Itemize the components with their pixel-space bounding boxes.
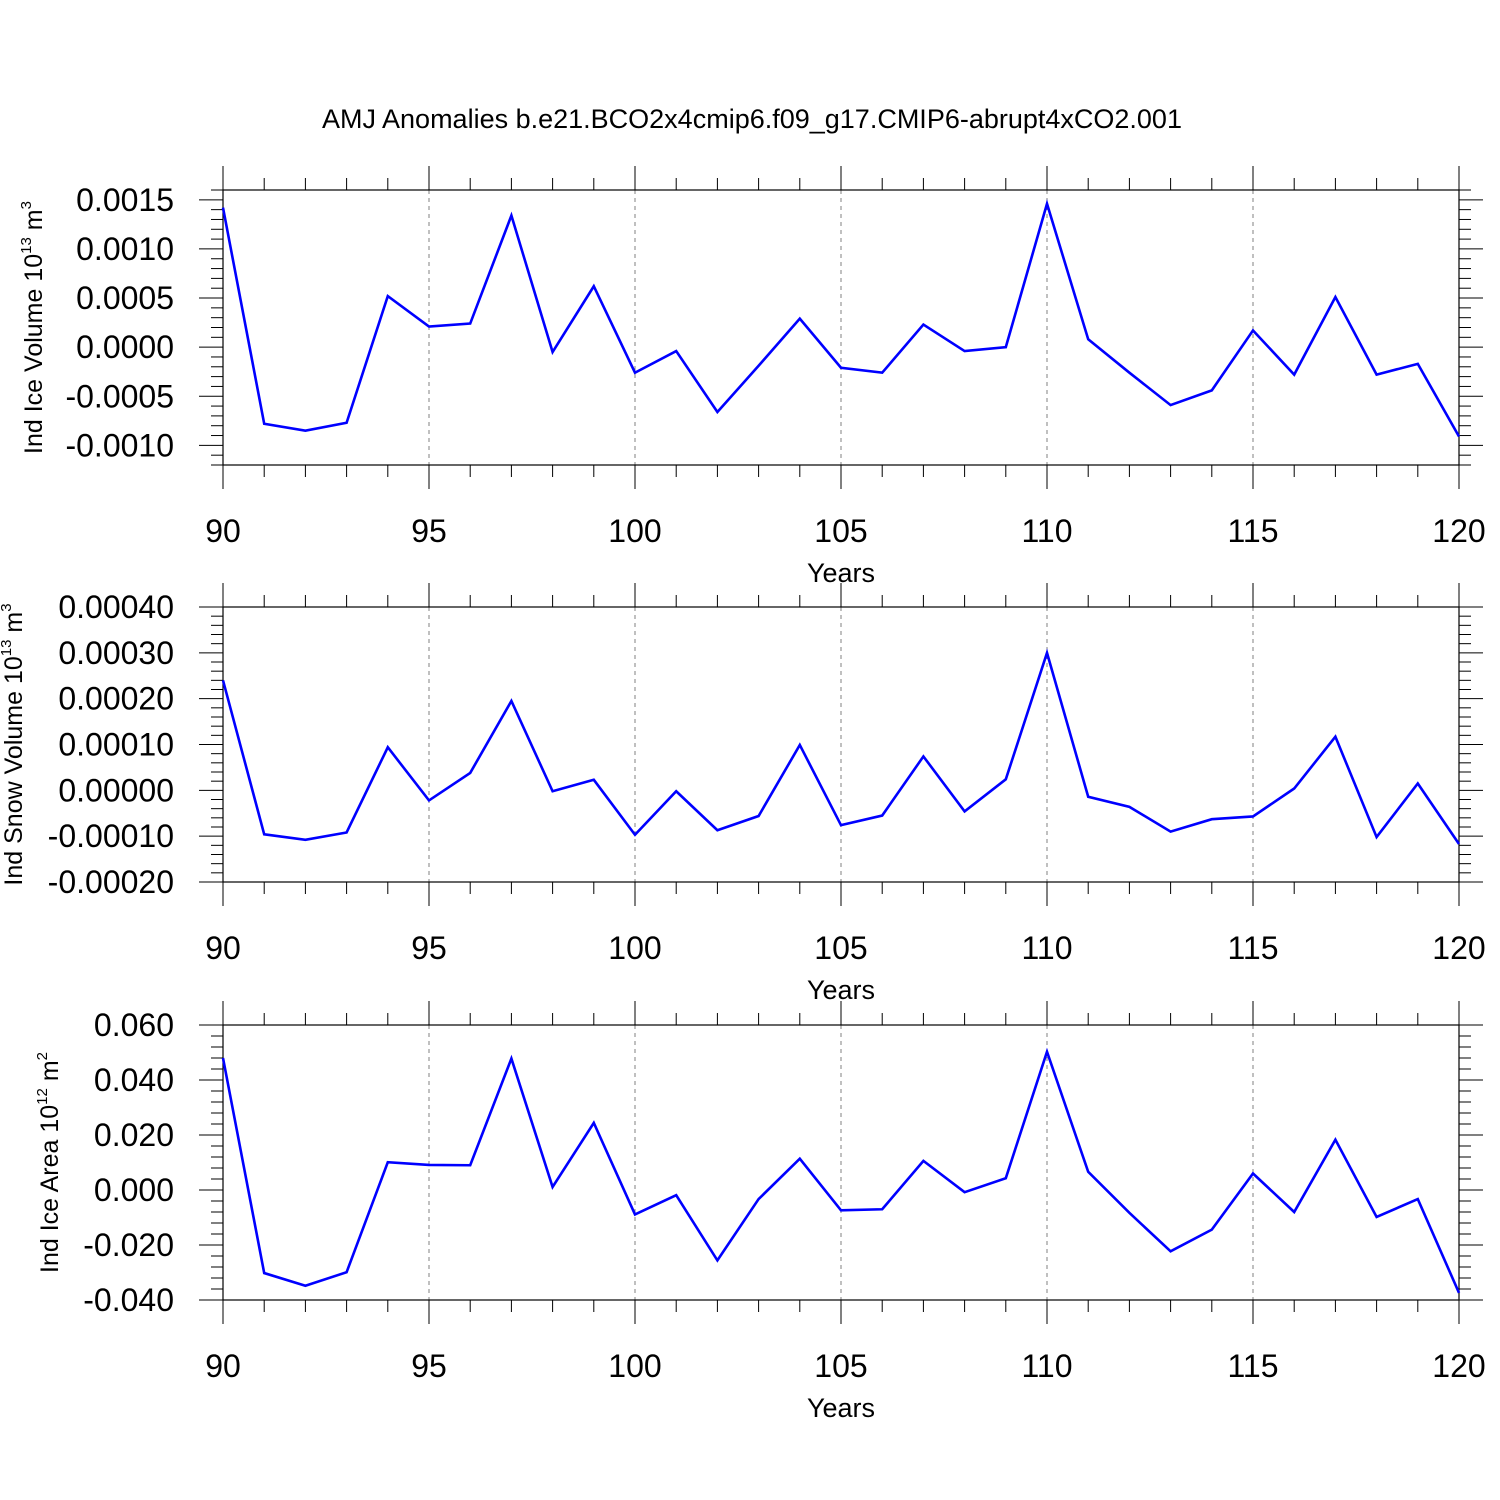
- y-tick-label: 0.00020: [58, 681, 174, 717]
- y-tick-label: -0.00020: [48, 864, 174, 900]
- y-axis-label: Ind Ice Volume 1013 m3: [18, 201, 48, 454]
- chart-panel-2: -0.00020 -0.00010 0.00000 0.00010 0.00020 0.0…: [0, 583, 1486, 1005]
- x-tick-label: 105: [814, 1348, 867, 1384]
- y-axis-label-exponent: 13: [0, 640, 15, 657]
- x-tick-label: 95: [411, 930, 447, 966]
- y-axis-label-unit-exponent: 3: [18, 201, 35, 209]
- x-tick-label: 100: [608, 1348, 661, 1384]
- x-tick-label: 105: [814, 513, 867, 549]
- series-line: [221, 199, 1461, 438]
- x-tick-label: 120: [1432, 1348, 1485, 1384]
- y-axis-label-prefix: Ind Snow Volume 10: [0, 656, 28, 885]
- y-axis-label-prefix: Ind Ice Volume 10: [20, 254, 48, 454]
- y-tick-label: -0.020: [83, 1227, 174, 1263]
- y-tick-label: -0.040: [83, 1282, 174, 1318]
- y-axis-label-exponent: 13: [18, 237, 35, 254]
- y-tick-label: -0.0005: [65, 378, 174, 414]
- y-axis-label-unit: m: [36, 1060, 64, 1088]
- panels: -0.0010 -0.0005 0.0000 0.0005 0.0010 0.0015 90…: [0, 166, 1486, 1423]
- x-tick-label: 90: [205, 513, 241, 549]
- x-tick-label: 110: [1021, 1348, 1072, 1384]
- y-tick-label: -0.0010: [65, 427, 174, 463]
- y-tick-label: 0.00030: [58, 635, 174, 671]
- y-axis-label-unit: m: [0, 612, 28, 640]
- y-tick-label: 0.0005: [76, 280, 174, 316]
- y-axis-label-unit: m: [20, 209, 48, 237]
- chart-panel-3: -0.040 -0.020 0.000 0.020 0.040 0.060 90 95 100 1…: [34, 1001, 1486, 1423]
- y-tick-label: -0.00010: [48, 818, 174, 854]
- x-axis-label: Years: [807, 975, 875, 1005]
- y-axis-label-prefix: Ind Ice Area 10: [36, 1105, 64, 1273]
- x-tick-label: 95: [411, 513, 447, 549]
- y-tick-label: 0.0010: [76, 231, 174, 267]
- y-tick-label: 0.020: [94, 1117, 174, 1153]
- y-axis-label-unit-exponent: 2: [34, 1052, 51, 1060]
- x-axis-label: Years: [807, 1393, 875, 1423]
- y-tick-label: 0.00040: [58, 589, 174, 625]
- y-axis-label: Ind Ice Area 1012 m2: [34, 1052, 64, 1273]
- y-tick-label: 0.00000: [58, 772, 174, 808]
- x-tick-label: 120: [1432, 930, 1485, 966]
- x-tick-label: 100: [608, 930, 661, 966]
- series-line: [221, 648, 1461, 845]
- y-tick-label: 0.000: [94, 1172, 174, 1208]
- y-axis-label-unit-exponent: 3: [0, 603, 15, 611]
- x-tick-label: 120: [1432, 513, 1485, 549]
- x-tick-label: 95: [411, 1348, 447, 1384]
- y-tick-label: 0.040: [94, 1062, 174, 1098]
- series-line: [221, 1047, 1461, 1294]
- y-tick-label: 0.060: [94, 1007, 174, 1043]
- x-tick-label: 110: [1021, 930, 1072, 966]
- y-axis-label: Ind Snow Volume 1013 m3: [0, 603, 28, 885]
- y-axis-label-exponent: 12: [34, 1088, 51, 1105]
- x-tick-label: 105: [814, 930, 867, 966]
- x-tick-label: 115: [1227, 930, 1278, 966]
- chart-panel-1: -0.0010 -0.0005 0.0000 0.0005 0.0010 0.0015 90…: [18, 166, 1486, 588]
- x-tick-label: 90: [205, 930, 241, 966]
- x-tick-label: 115: [1227, 513, 1278, 549]
- x-tick-label: 115: [1227, 1348, 1278, 1384]
- x-tick-label: 100: [608, 513, 661, 549]
- y-tick-label: 0.00010: [58, 727, 174, 763]
- x-tick-label: 110: [1021, 513, 1072, 549]
- figure-title: AMJ Anomalies b.e21.BCO2x4cmip6.f09_g17.…: [322, 104, 1182, 134]
- y-tick-label: 0.0015: [76, 182, 174, 218]
- x-tick-label: 90: [205, 1348, 241, 1384]
- y-tick-label: 0.0000: [76, 329, 174, 365]
